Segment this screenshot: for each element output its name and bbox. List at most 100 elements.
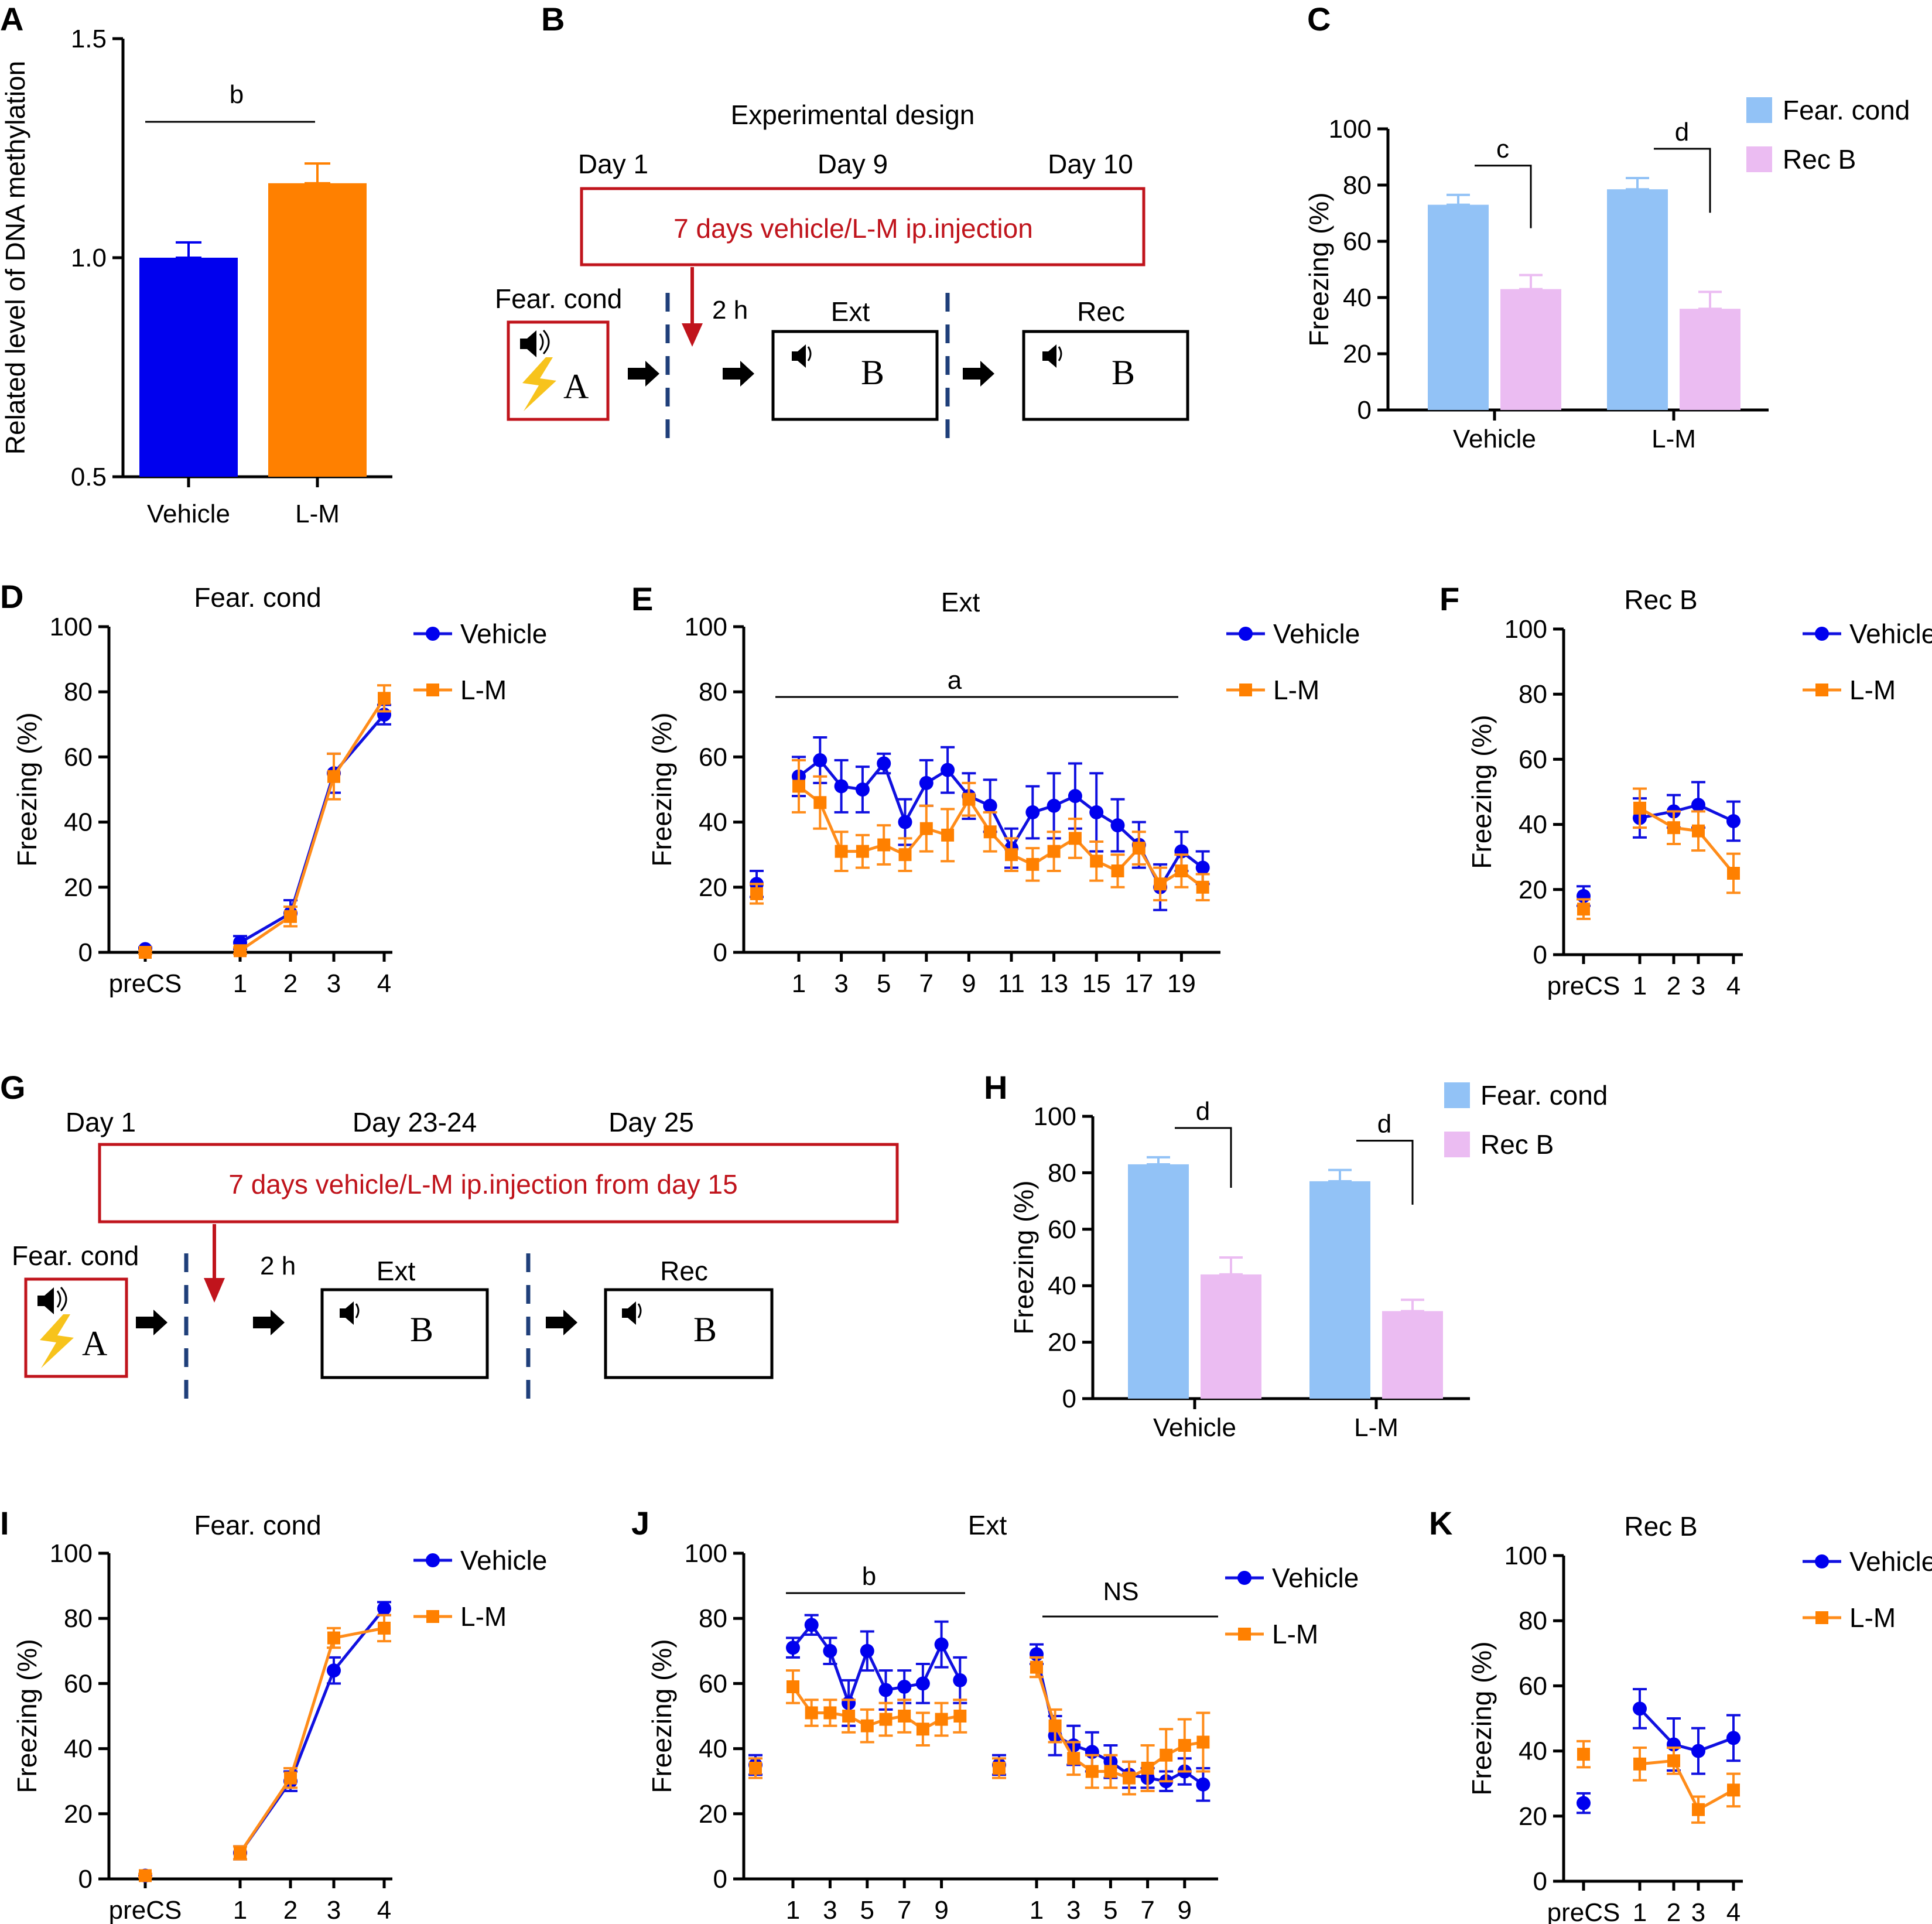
y-tick-label: 100 xyxy=(1034,1102,1076,1131)
data-point xyxy=(835,845,848,858)
arrow-icon xyxy=(628,361,659,387)
data-point xyxy=(750,887,763,900)
x-tick-label: 19 xyxy=(1167,969,1196,998)
data-point xyxy=(1068,789,1082,804)
data-point xyxy=(786,1641,800,1655)
arrow-icon xyxy=(136,1310,167,1335)
x-tick-label: 2 xyxy=(1667,1898,1681,1924)
x-tick-label: 3 xyxy=(834,969,848,998)
data-point xyxy=(898,1710,911,1723)
y-tick-label: 20 xyxy=(1519,1802,1547,1831)
bar xyxy=(1201,1274,1261,1399)
data-point xyxy=(1178,1739,1191,1752)
arrow-icon xyxy=(253,1310,285,1335)
data-point xyxy=(749,1761,762,1775)
injection-label: 7 days vehicle/L-M ip.injection from day… xyxy=(228,1169,737,1199)
x-tick-label: 4 xyxy=(377,969,391,998)
day-label: Day 9 xyxy=(818,149,888,179)
series-line xyxy=(1639,1707,1734,1753)
injection-box xyxy=(580,187,1145,266)
significance-label: NS xyxy=(1103,1577,1138,1606)
data-point xyxy=(1692,824,1705,838)
legend-label: L-M xyxy=(460,675,507,705)
bar xyxy=(1128,1164,1189,1399)
data-point xyxy=(284,1771,297,1785)
y-tick-label: 40 xyxy=(699,1735,727,1764)
x-tick-label: 2 xyxy=(283,969,298,998)
y-tick-label: 40 xyxy=(1519,811,1547,839)
data-point xyxy=(877,756,891,771)
data-point xyxy=(1691,798,1705,812)
injection-label: 7 days vehicle/L-M ip.injection xyxy=(673,213,1033,244)
data-point xyxy=(993,1761,1006,1775)
data-point xyxy=(842,1710,856,1723)
significance-bracket xyxy=(1175,1127,1232,1188)
y-axis-label: Freezing (%) xyxy=(1466,715,1497,869)
x-tick-label: 1 xyxy=(233,969,247,998)
legend-label: Rec B xyxy=(1480,1129,1554,1160)
data-point xyxy=(1090,855,1103,868)
day-label: Day 1 xyxy=(578,149,648,179)
y-tick-label: 20 xyxy=(699,1800,727,1829)
rec-label: Rec xyxy=(1077,296,1125,327)
data-point xyxy=(378,1621,391,1635)
charts-layer: 0.5 1.0 1.5 Related level of DNA methylatio… xyxy=(0,25,1932,1924)
series-line xyxy=(239,713,385,944)
panel-label-e: E xyxy=(631,580,653,617)
legend-label: Fear. cond xyxy=(1480,1080,1608,1110)
data-point xyxy=(234,1846,247,1860)
data-point xyxy=(139,946,152,959)
chart-title: Rec B xyxy=(1624,585,1697,615)
y-tick-label: 80 xyxy=(699,678,727,706)
x-tick-label: 3 xyxy=(1691,972,1705,1000)
x-tick-label: 13 xyxy=(1039,969,1068,998)
context-b-letter: B xyxy=(410,1310,433,1349)
y-tick-label: 60 xyxy=(1343,227,1372,256)
delay-label: 2 h xyxy=(712,296,748,324)
data-point xyxy=(1160,1748,1173,1762)
speaker-icon xyxy=(340,1301,360,1325)
data-point xyxy=(1815,1554,1829,1568)
series-line xyxy=(1639,806,1735,874)
data-point xyxy=(934,1637,949,1652)
data-point xyxy=(1047,845,1061,858)
context-a-letter: A xyxy=(563,367,589,406)
data-point xyxy=(823,1643,837,1658)
y-tick-label: 60 xyxy=(1048,1215,1076,1244)
chart-title: Ext xyxy=(968,1510,1007,1540)
shock-icon xyxy=(522,357,556,411)
x-tick-label: 9 xyxy=(1178,1896,1192,1924)
x-tick-label: 4 xyxy=(377,1896,391,1924)
y-tick-label: 100 xyxy=(1504,1542,1547,1570)
bar xyxy=(268,183,367,477)
data-point xyxy=(1123,1771,1136,1785)
data-point xyxy=(813,796,827,809)
data-point xyxy=(792,780,805,793)
data-point xyxy=(935,1713,948,1726)
panel-label-b: B xyxy=(541,1,565,37)
significance-label: b xyxy=(862,1562,876,1591)
y-tick-label: 60 xyxy=(1519,745,1547,774)
arrow-icon xyxy=(546,1310,577,1335)
x-tick-label: 3 xyxy=(1066,1896,1080,1924)
bar xyxy=(1680,309,1740,410)
legend-swatch xyxy=(1444,1132,1470,1157)
data-point xyxy=(983,798,997,813)
legend-swatch xyxy=(1746,146,1772,172)
speaker-icon xyxy=(1042,344,1062,368)
speaker-icon xyxy=(37,1286,67,1314)
x-tick-label: preCS xyxy=(1547,972,1620,1000)
y-tick-label: 100 xyxy=(1329,115,1372,143)
day-label: Day 10 xyxy=(1048,149,1133,179)
y-tick-label: 80 xyxy=(699,1604,727,1633)
data-point xyxy=(915,1676,930,1691)
legend-label: Rec B xyxy=(1783,144,1856,175)
data-point xyxy=(426,1610,439,1623)
y-tick-label: 20 xyxy=(699,873,727,902)
x-tick-label: 2 xyxy=(283,1896,298,1924)
x-tick-label: 3 xyxy=(1691,1898,1705,1924)
design-b: Experimental design Day 1 Day 9 Day 10 7… xyxy=(495,100,1189,449)
legend-label: L-M xyxy=(1273,675,1319,705)
y-tick-label: 0 xyxy=(78,938,93,967)
y-tick-label: 20 xyxy=(64,1800,93,1829)
